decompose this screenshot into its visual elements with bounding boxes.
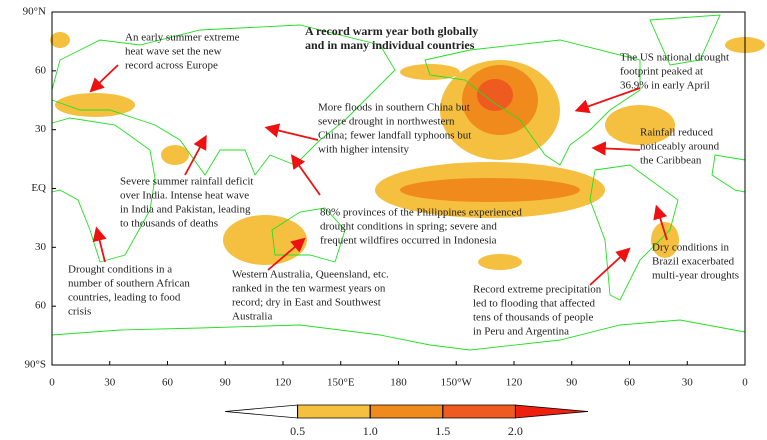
annotation-text: ranked in the ten warmest years on <box>232 283 386 295</box>
annotation-text: in India and Pakistan, leading <box>120 204 251 216</box>
annotation-arrow <box>92 226 107 263</box>
lon-label: 90 <box>220 377 232 389</box>
lat-label: 90°S <box>24 359 46 371</box>
annotation-text: Record extreme precipitation <box>473 284 602 296</box>
annotation-text: Dry conditions in <box>652 242 729 254</box>
annotation-text: noticeably around <box>640 141 720 153</box>
annotation-text: More floods in southern China but <box>318 102 470 114</box>
annotation-text: frequent wildfires occurred in Indonesia <box>320 235 497 247</box>
colorbar-segment <box>369 404 444 419</box>
lon-label: 30 <box>682 377 694 389</box>
lon-label: 180 <box>390 377 407 389</box>
annotation-arrow <box>591 141 641 156</box>
annotation-arrow <box>264 123 319 141</box>
lon-label: 30 <box>104 377 116 389</box>
map-title: A record warm year both globally <box>305 24 478 38</box>
annotation-text: Drought conditions in a <box>68 264 172 276</box>
colorbar-label: 0.5 <box>290 424 305 438</box>
annotation-text: Rainfall reduced <box>640 127 713 139</box>
colorbar-segment <box>515 404 589 419</box>
annotation-text: in Peru and Argentina <box>473 326 569 338</box>
annotation-text: multi-year droughts <box>652 270 739 282</box>
lon-label: 150°E <box>327 377 355 389</box>
annotation-arrow <box>653 204 668 241</box>
lat-label: 30 <box>35 241 47 253</box>
lon-label: 0 <box>742 377 748 389</box>
annotation-text: 36.9% in early April <box>620 80 710 92</box>
annotation-text: over India. Intense heat wave <box>120 190 249 202</box>
arrows <box>89 64 668 286</box>
annotation-arrow <box>290 154 321 196</box>
colorbar-segment <box>442 404 516 419</box>
colorbar-label: 1.5 <box>435 424 450 438</box>
annotation-text: to thousands of deaths <box>120 218 218 230</box>
lat-label: 60 <box>35 64 47 76</box>
annotation-arrow <box>184 134 207 176</box>
annotation-text: tens of thousands of people <box>473 312 593 324</box>
annotation-text: Australia <box>232 311 272 323</box>
coastlines <box>51 14 746 351</box>
annotation-arrow <box>267 237 306 271</box>
annotation-text: Western Australia, Queensland, etc. <box>232 269 389 281</box>
colorbar-segment <box>224 404 298 419</box>
lon-label: 60 <box>624 377 636 389</box>
annotation-arrow <box>89 64 119 93</box>
lat-label: 90°N <box>23 6 46 18</box>
annotation-text: The US national drought <box>620 52 729 64</box>
lon-label: 90 <box>566 377 578 389</box>
lon-label: 150°W <box>441 377 473 389</box>
annotation-text: severe drought in northwestern <box>318 116 455 128</box>
annotation-text: footprint peaked at <box>620 66 703 78</box>
annotation-text: crisis <box>68 306 91 318</box>
annotation-arrow <box>574 87 641 114</box>
annotation-arrow <box>589 247 631 286</box>
annotation-text: 80% provinces of the Philippines experie… <box>320 207 522 219</box>
lon-label: 120 <box>275 377 292 389</box>
lat-label: 60 <box>35 300 47 312</box>
annotation-text: record; dry in East and Southwest <box>232 297 381 309</box>
lon-label: 0 <box>49 377 55 389</box>
annotation-text: China; fewer landfall typhoons but <box>318 130 471 142</box>
colorbar-label: 1.0 <box>363 424 378 438</box>
annotation-text: number of southern African <box>68 278 190 290</box>
annotation-text: Severe summer rainfall deficit <box>120 176 253 188</box>
annotation-text: with higher intensity <box>318 144 410 156</box>
annotation-text: Brazil exacerbated <box>652 256 735 268</box>
annotation-text: the Caribbean <box>640 155 702 167</box>
lat-label: EQ <box>31 182 46 194</box>
colorbar-label: 2.0 <box>508 424 523 438</box>
annotation-text: An early summer extreme <box>125 32 240 44</box>
lon-label: 120 <box>506 377 523 389</box>
map-title: and in many individual countries <box>305 38 475 52</box>
anomaly-shading <box>50 32 765 270</box>
annotation-text: led to flooding that affected <box>473 298 595 310</box>
colorbar-segment <box>297 404 371 419</box>
lon-label: 60 <box>162 377 174 389</box>
annotation-text: record across Europe <box>125 60 218 72</box>
annotation-text: heat wave set the new <box>125 46 222 58</box>
annotation-text: drought conditions in spring; severe and <box>320 221 497 233</box>
annotation-text: countries, leading to food <box>68 292 181 304</box>
lat-label: 30 <box>35 123 47 135</box>
